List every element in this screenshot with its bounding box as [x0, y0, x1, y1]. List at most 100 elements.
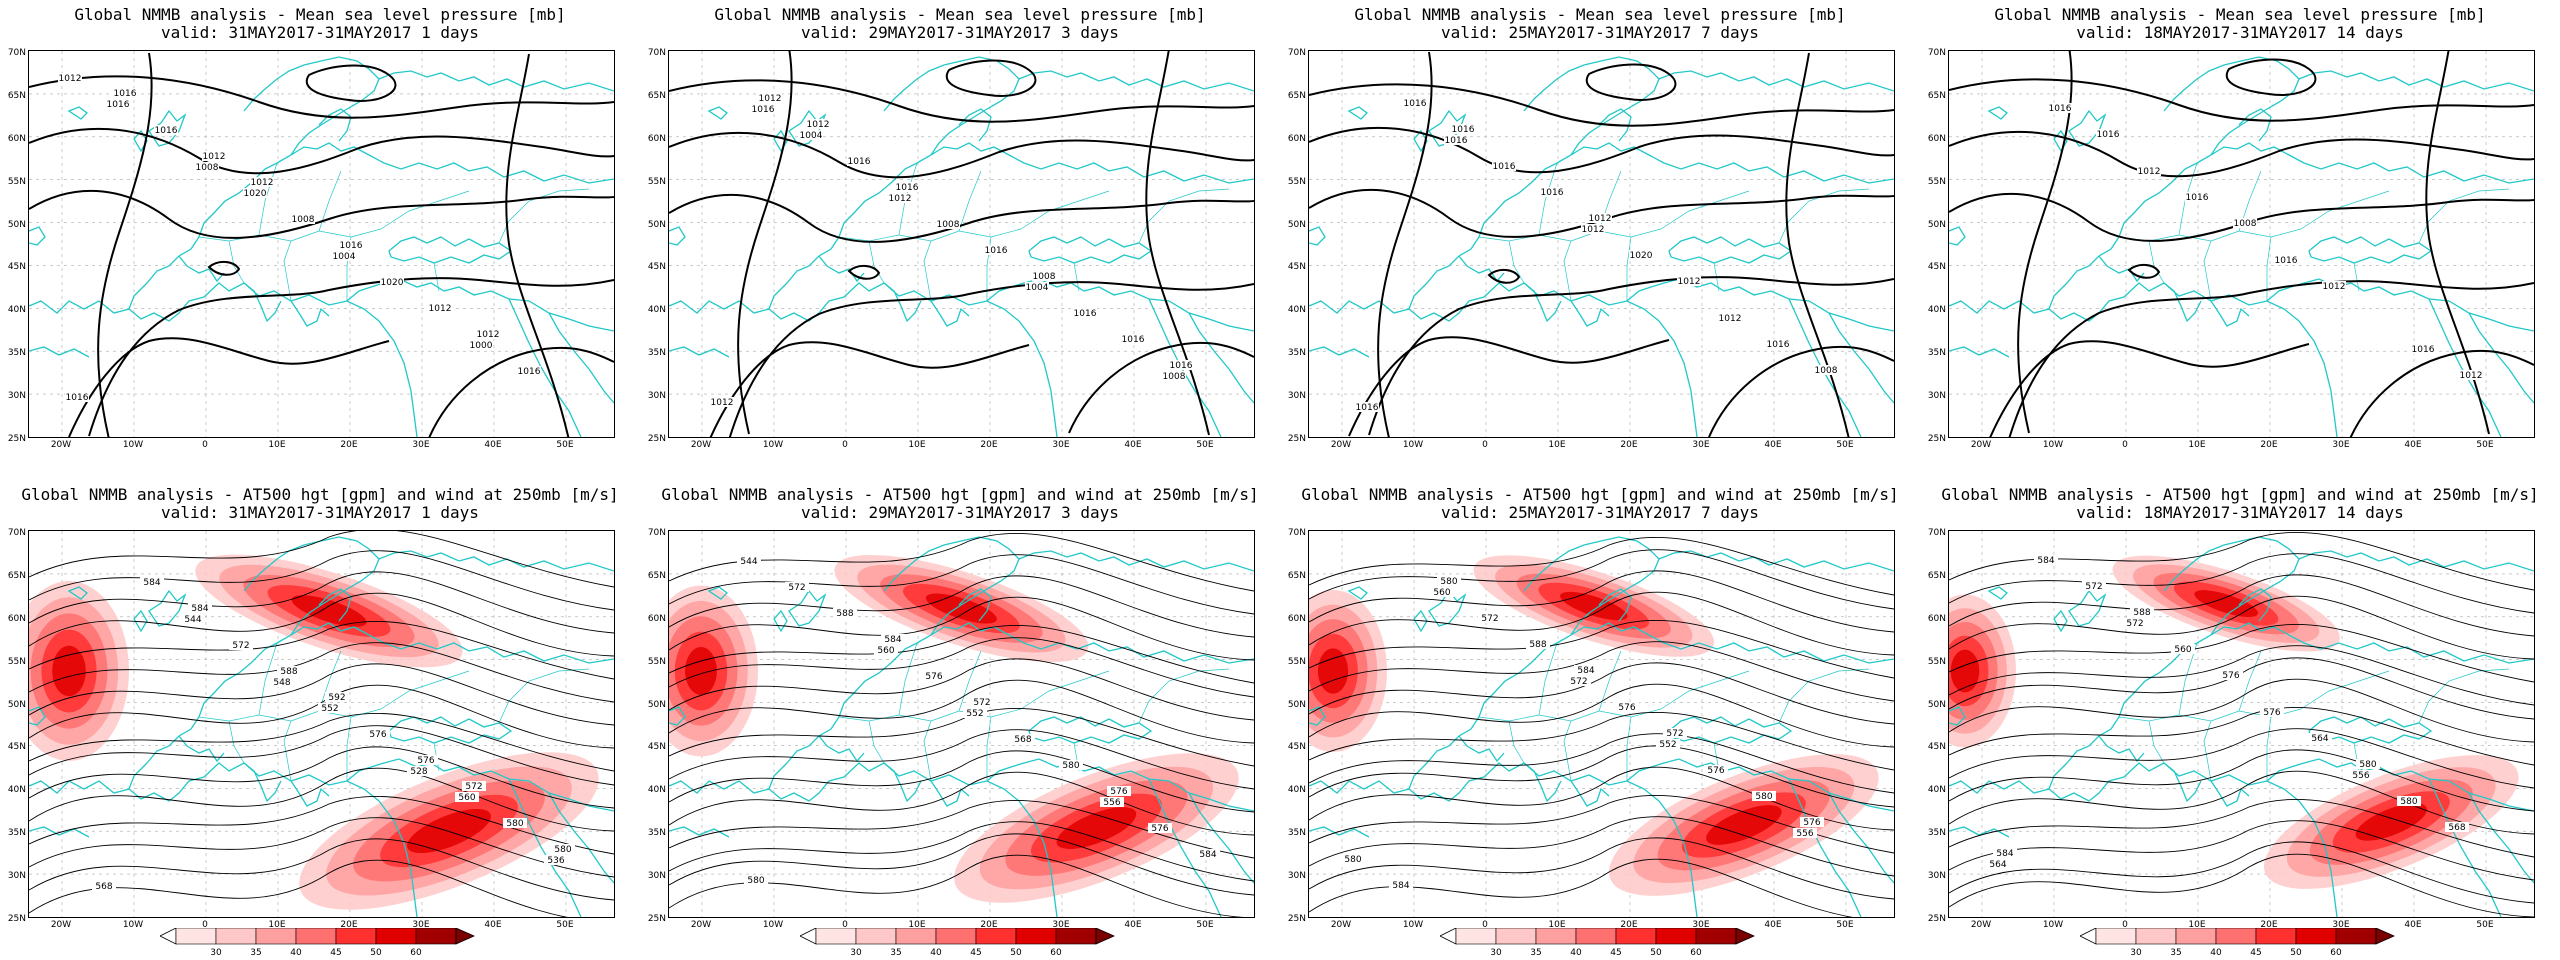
- panel-title: Global NMMB analysis - AT500 hgt [gpm] a…: [1301, 485, 1899, 504]
- contour-label: 588: [2133, 608, 2150, 618]
- lat-tick-label: 70N: [1287, 528, 1306, 538]
- lon-tick-label: 0: [2122, 920, 2128, 930]
- lat-tick-label: 35N: [7, 348, 26, 359]
- contour-label-bg: [737, 556, 761, 566]
- lon-tick-label: 50E: [1836, 440, 1854, 450]
- contour-label-bg: [1718, 313, 1742, 323]
- contour-label: 1016: [1122, 335, 1145, 345]
- contour-label: 1012: [1589, 214, 1612, 224]
- lat-tick-label: 55N: [1927, 176, 1946, 187]
- contour-line: [669, 79, 1254, 123]
- lon-tick-label: 0: [202, 440, 208, 450]
- lon-tick-label: 50E: [2476, 440, 2494, 450]
- lon-tick-label: 40E: [484, 920, 502, 930]
- contour-label: 572: [1570, 677, 1587, 687]
- contour-line: [68, 337, 390, 437]
- contour-label-bg: [888, 193, 912, 203]
- lon-tick-label: 20E: [980, 920, 998, 930]
- contour-label: 572: [1666, 729, 1683, 739]
- panel-valid-period: valid: 29MAY2017-31MAY2017 3 days: [801, 503, 1119, 522]
- contour-line: [2127, 264, 2161, 279]
- contour-label-bg: [407, 766, 431, 776]
- coastline: [318, 588, 352, 622]
- map-plot: 548 528 536 544 552 560 568 572 576 580 584 588 576 5…: [28, 530, 615, 918]
- lat-tick-label: 50N: [647, 219, 666, 230]
- contour-label: 1016: [848, 157, 871, 167]
- contour-line: [1309, 795, 1894, 854]
- contour-line: [1989, 340, 2310, 437]
- lat-tick-label: 40N: [7, 785, 26, 796]
- lon-tick-label: 50E: [2476, 920, 2494, 930]
- contour-labels: 1012100810041000101610201020101610161008…: [58, 73, 541, 403]
- contour-label: 1008: [937, 220, 960, 230]
- height-contours: [1309, 537, 1894, 917]
- country-border: [2353, 262, 2360, 292]
- colorbar-level-label: 30: [210, 948, 222, 958]
- lat-tick-label: 65N: [647, 90, 666, 101]
- lat-tick-label: 25N: [1927, 434, 1946, 444]
- contour-label: 1016: [2186, 193, 2209, 203]
- contour-line: [1949, 78, 2534, 122]
- contour-labels: 1016101210041008100410081016101210161016…: [710, 93, 1193, 408]
- country-border: [258, 162, 278, 236]
- wind-speed-area: [1560, 591, 1628, 621]
- contour-label-bg: [2130, 607, 2154, 617]
- coastline: [930, 780, 970, 807]
- contour-line: [1068, 341, 1254, 434]
- lat-tick-label: 35N: [647, 828, 666, 839]
- coastline: [1428, 109, 1467, 147]
- contour-line: [1708, 345, 1894, 437]
- contour-line: [669, 833, 1254, 896]
- wind-shading: [1309, 555, 1879, 896]
- country-border: [1778, 188, 1870, 244]
- contour-label-bg: [92, 881, 116, 891]
- lon-tick-label: 20W: [1330, 920, 1352, 930]
- contour-line: [1309, 683, 1894, 748]
- coastline: [1003, 788, 1058, 917]
- contour-label: 572: [1481, 614, 1498, 624]
- lat-tick-label: 70N: [1927, 528, 1946, 538]
- contour-label-bg: [154, 125, 178, 135]
- lat-tick-label: 55N: [7, 656, 26, 667]
- lon-tick-label: 0: [842, 440, 848, 450]
- height-contours: [1949, 532, 2534, 917]
- contour-label: 572: [973, 698, 990, 708]
- lat-tick-label: 55N: [1927, 656, 1946, 667]
- coastline: [1309, 282, 1645, 322]
- contour-line: [1348, 336, 1670, 437]
- contour-label-bg: [758, 93, 782, 103]
- coastline: [916, 142, 1254, 184]
- contour-label-bg: [1581, 224, 1605, 234]
- colorbar-segment: [415, 928, 457, 945]
- country-border: [868, 240, 885, 284]
- panel-title: Global NMMB analysis - Mean sea level pr…: [714, 5, 1206, 24]
- contour-line: [669, 575, 1254, 638]
- lon-tick-label: 30E: [1692, 920, 1710, 930]
- coastline: [958, 588, 992, 622]
- colorbar-level-label: 45: [970, 948, 982, 958]
- contour-label-bg: [1073, 308, 1097, 318]
- contour-label: 556: [1103, 798, 1120, 808]
- lon-tick-label: 20W: [690, 440, 712, 450]
- lat-tick-label: 50N: [7, 699, 26, 710]
- contour-label-bg: [744, 875, 768, 885]
- country-border: [923, 240, 932, 302]
- contour-line: [1949, 841, 2534, 904]
- coastline: [363, 308, 418, 437]
- contour-line: [1949, 770, 2534, 835]
- contour-label-bg: [2137, 166, 2161, 176]
- country-border: [1660, 190, 1750, 230]
- contour-label: 1012: [889, 194, 912, 204]
- wind-speed-area: [1706, 805, 1782, 845]
- country-border: [1508, 240, 1525, 284]
- lat-tick-label: 45N: [1287, 262, 1306, 273]
- coastline: [2468, 312, 2534, 404]
- lon-tick-label: 10W: [122, 920, 144, 930]
- contour-line: [1949, 707, 2534, 766]
- colorbar-level-label: 45: [330, 948, 342, 958]
- contour-label-bg: [339, 240, 363, 250]
- panel-title: Global NMMB analysis - AT500 hgt [gpm] a…: [21, 485, 619, 504]
- contour-label: 1012: [1678, 277, 1701, 287]
- coastline: [1626, 278, 1894, 332]
- contour-label-bg: [1341, 854, 1365, 864]
